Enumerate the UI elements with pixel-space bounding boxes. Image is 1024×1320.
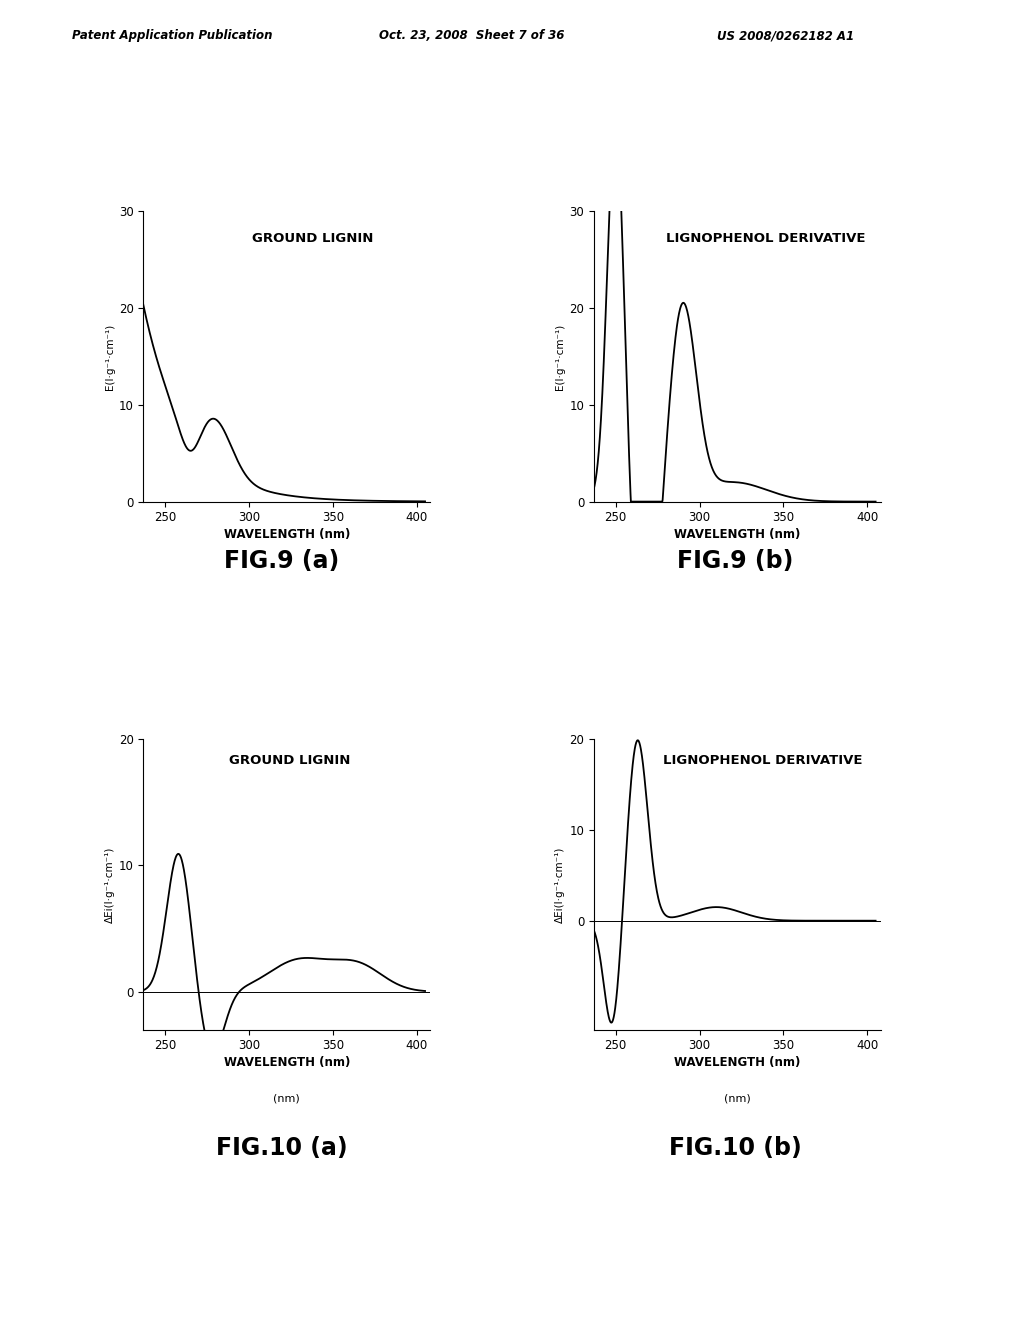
Text: US 2008/0262182 A1: US 2008/0262182 A1 [717,29,854,42]
Text: GROUND LIGNIN: GROUND LIGNIN [252,231,374,244]
Text: FIG.9 (b): FIG.9 (b) [677,549,794,573]
Text: (nm): (nm) [273,1093,300,1104]
Text: Oct. 23, 2008  Sheet 7 of 36: Oct. 23, 2008 Sheet 7 of 36 [379,29,564,42]
X-axis label: WAVELENGTH (nm): WAVELENGTH (nm) [223,528,350,541]
Y-axis label: E(l·g⁻¹·cm⁻¹): E(l·g⁻¹·cm⁻¹) [104,323,115,389]
Y-axis label: E(l·g⁻¹·cm⁻¹): E(l·g⁻¹·cm⁻¹) [555,323,565,389]
Y-axis label: ΔEi(l·g⁻¹·cm⁻¹): ΔEi(l·g⁻¹·cm⁻¹) [104,846,115,923]
Text: LIGNOPHENOL DERIVATIVE: LIGNOPHENOL DERIVATIVE [663,754,862,767]
Text: FIG.9 (a): FIG.9 (a) [224,549,339,573]
Text: Patent Application Publication: Patent Application Publication [72,29,272,42]
Text: (nm): (nm) [724,1093,751,1104]
Text: FIG.10 (b): FIG.10 (b) [669,1137,802,1160]
Text: GROUND LIGNIN: GROUND LIGNIN [229,754,351,767]
Text: FIG.10 (a): FIG.10 (a) [216,1137,347,1160]
X-axis label: WAVELENGTH (nm): WAVELENGTH (nm) [674,1056,801,1069]
X-axis label: WAVELENGTH (nm): WAVELENGTH (nm) [674,528,801,541]
X-axis label: WAVELENGTH (nm): WAVELENGTH (nm) [223,1056,350,1069]
Y-axis label: ΔEi(l·g⁻¹·cm⁻¹): ΔEi(l·g⁻¹·cm⁻¹) [555,846,565,923]
Text: LIGNOPHENOL DERIVATIVE: LIGNOPHENOL DERIVATIVE [666,231,865,244]
